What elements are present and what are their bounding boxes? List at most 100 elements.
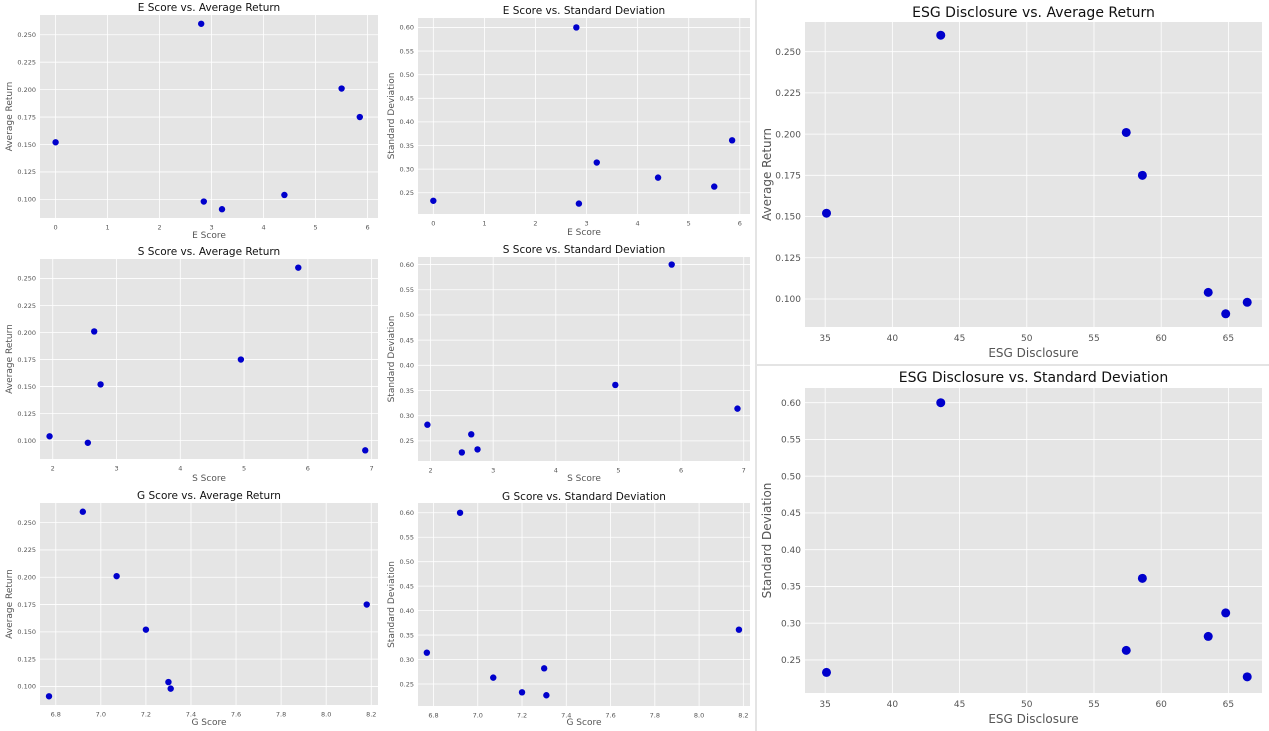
y-tick-label: 0.50 xyxy=(781,472,801,482)
x-tick-label: 2 xyxy=(533,220,537,228)
data-point xyxy=(474,446,481,453)
x-tick-label: 55 xyxy=(1088,334,1099,344)
chart-panel-e-avg: 0 1 2 3 4 5 6 0.100 0.125 0.150 0.175 0.200 0.225 0.2… xyxy=(0,0,382,244)
x-tick-label: 7.4 xyxy=(561,712,571,720)
x-tick-label: 7 xyxy=(742,467,746,475)
x-tick-label: 55 xyxy=(1088,700,1099,710)
data-point xyxy=(612,381,619,389)
y-tick-label: 0.175 xyxy=(17,356,36,364)
x-tick-label: 7.8 xyxy=(276,711,286,719)
data-point xyxy=(295,264,302,271)
x-tick-label: 7.6 xyxy=(605,712,615,720)
chart-panel-esg-std: 35 40 45 50 55 60 65 0.25 0.30 0.35 0.40 0.45 0.50 0.… xyxy=(757,366,1269,731)
data-point xyxy=(46,433,53,440)
data-point xyxy=(198,20,205,27)
y-tick-label: 0.225 xyxy=(17,302,36,310)
y-tick-label: 0.225 xyxy=(17,58,36,66)
data-point xyxy=(1221,309,1231,319)
x-tick-label: 1 xyxy=(106,224,110,232)
column-divider xyxy=(755,0,757,731)
x-axis-label: E Score xyxy=(192,231,226,241)
chart-title: E Score vs. Standard Deviation xyxy=(503,5,665,17)
y-axis-label: Standard Deviation xyxy=(387,316,397,403)
data-point xyxy=(711,183,718,190)
x-tick-label: 65 xyxy=(1223,334,1234,344)
x-axis-label: E Score xyxy=(567,228,601,238)
chart-s-score-standard-deviation: 2 3 4 5 6 7 0.25 0.30 0.35 0.40 0.45 0.50 0.55 0.60 S … xyxy=(387,244,750,484)
x-tick-label: 8.2 xyxy=(366,711,376,719)
chart-title: G Score vs. Standard Deviation xyxy=(502,491,666,503)
data-point xyxy=(822,208,832,218)
x-tick-label: 3 xyxy=(491,467,495,475)
y-axis-label: Average Return xyxy=(5,82,15,152)
y-tick-label: 0.30 xyxy=(781,619,801,629)
y-tick-label: 0.100 xyxy=(17,683,36,691)
chart-esg-disclosure-standard-deviation: 35 40 45 50 55 60 65 0.25 0.30 0.35 0.40 0.45 0.50 0.… xyxy=(760,370,1262,726)
data-point xyxy=(518,689,526,696)
y-tick-label: 0.35 xyxy=(400,387,414,395)
x-tick-label: 7 xyxy=(370,465,374,473)
y-tick-label: 0.175 xyxy=(17,601,36,609)
plot-area xyxy=(418,503,750,706)
x-tick-label: 4 xyxy=(554,467,558,475)
x-tick-label: 7.6 xyxy=(231,711,241,719)
chart-title: ESG Disclosure vs. Average Return xyxy=(912,5,1155,21)
data-point xyxy=(490,674,497,681)
y-tick-label: 0.50 xyxy=(400,558,414,566)
data-point xyxy=(1121,127,1131,137)
y-axis-label: Average Return xyxy=(760,128,774,221)
x-tick-label: 5 xyxy=(616,467,620,475)
data-point xyxy=(200,198,207,205)
y-tick-label: 0.225 xyxy=(775,89,801,99)
x-tick-label: 45 xyxy=(954,334,965,344)
y-tick-label: 0.60 xyxy=(400,509,414,517)
row-divider-right xyxy=(757,364,1269,366)
y-tick-label: 0.25 xyxy=(400,189,414,197)
x-tick-label: 6 xyxy=(679,467,683,475)
data-point xyxy=(543,692,550,699)
data-point xyxy=(458,449,466,456)
y-tick-label: 0.50 xyxy=(400,311,414,319)
x-tick-label: 1 xyxy=(482,220,486,228)
y-tick-label: 0.250 xyxy=(775,48,801,58)
y-tick-label: 0.30 xyxy=(400,165,414,173)
y-tick-label: 0.100 xyxy=(775,295,801,305)
data-point xyxy=(45,693,53,700)
chart-title: G Score vs. Average Return xyxy=(137,490,281,502)
chart-panel-esg-avg: 35 40 45 50 55 60 65 0.100 0.125 0.150 0.175 0.200 0… xyxy=(757,0,1269,364)
y-tick-label: 0.45 xyxy=(400,582,414,590)
x-tick-label: 65 xyxy=(1223,700,1234,710)
y-tick-label: 0.175 xyxy=(775,171,801,181)
x-axis-label: S Score xyxy=(192,474,226,484)
data-point xyxy=(654,174,662,181)
x-tick-label: 5 xyxy=(242,465,246,473)
y-tick-label: 0.250 xyxy=(17,519,36,527)
x-tick-label: 0 xyxy=(431,220,435,228)
y-tick-label: 0.100 xyxy=(17,437,36,445)
x-tick-label: 2 xyxy=(428,467,432,475)
x-tick-label: 35 xyxy=(819,334,830,344)
chart-g-score-standard-deviation: 6.8 7.0 7.2 7.4 7.6 7.8 8.0 8.2 0.25 0.30 0.35 0.40… xyxy=(387,491,750,728)
x-tick-label: 6 xyxy=(738,220,742,228)
y-axis-label: Standard Deviation xyxy=(387,73,397,160)
data-point xyxy=(734,405,741,412)
chart-title: S Score vs. Standard Deviation xyxy=(503,244,665,256)
data-point xyxy=(540,665,548,672)
x-tick-label: 2 xyxy=(158,224,162,232)
chart-s-score-average-return: 2 3 4 5 6 7 0.100 0.125 0.150 0.175 0.200 0.225 0.25… xyxy=(5,246,378,484)
y-tick-label: 0.60 xyxy=(400,24,414,32)
chart-esg-disclosure-average-return: 35 40 45 50 55 60 65 0.100 0.125 0.150 0.175 0.200 0… xyxy=(760,5,1262,360)
y-tick-label: 0.60 xyxy=(400,261,414,269)
data-point xyxy=(456,509,464,516)
chart-title: S Score vs. Average Return xyxy=(138,246,280,258)
plot-area xyxy=(40,503,378,705)
x-tick-label: 6 xyxy=(306,465,310,473)
data-point xyxy=(728,137,736,144)
x-tick-label: 60 xyxy=(1155,700,1167,710)
data-point xyxy=(822,667,832,677)
y-tick-label: 0.125 xyxy=(17,168,36,176)
plot-area xyxy=(805,22,1262,327)
data-point xyxy=(113,572,120,580)
chart-title: E Score vs. Average Return xyxy=(138,2,280,14)
y-tick-label: 0.150 xyxy=(775,213,801,223)
